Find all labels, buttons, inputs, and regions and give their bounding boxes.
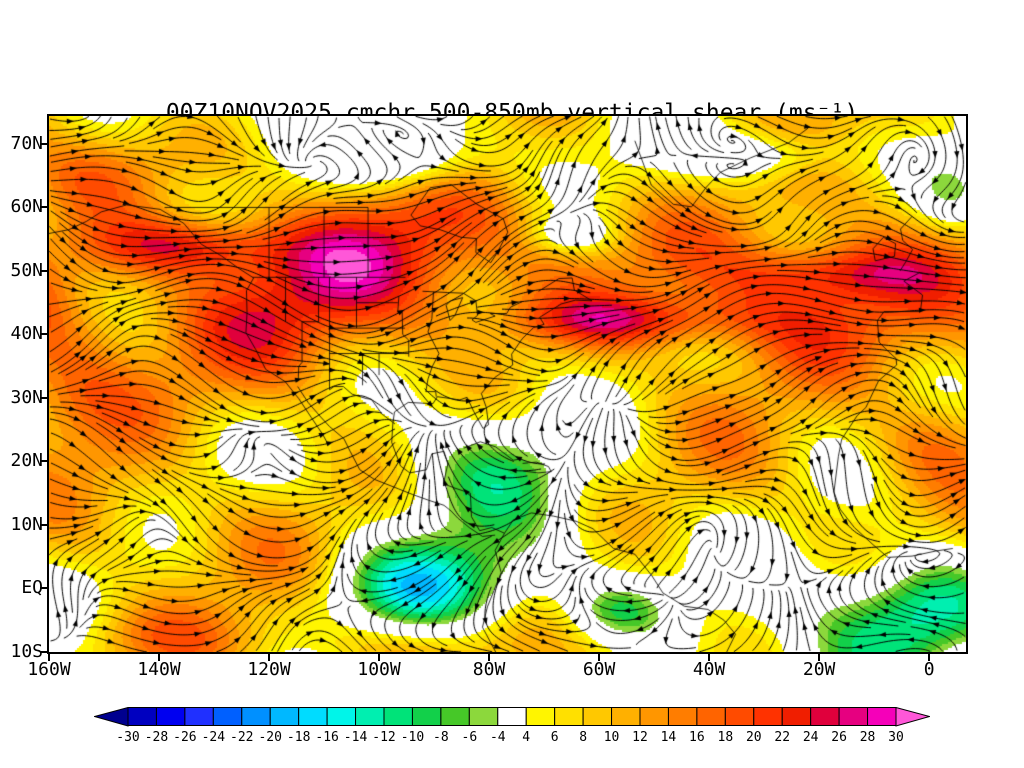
y-axis-tick [40, 460, 47, 463]
colorbar-tick-label: -20 [258, 730, 282, 745]
colorbar-segment [468, 707, 499, 726]
y-axis-tick [40, 651, 47, 653]
colorbar-tick-label: -30 [116, 730, 140, 745]
x-tick-label: 60W [582, 659, 616, 680]
y-axis-tick [40, 396, 47, 399]
x-tick-label: 80W [472, 659, 506, 680]
colorbar-tick-label: 20 [745, 730, 762, 745]
colorbar-right-arrow [895, 706, 932, 727]
colorbar-tick-label: 24 [802, 730, 819, 745]
colorbar-tick-label: 14 [660, 730, 677, 745]
y-axis-tick [40, 269, 47, 272]
colorbar-segment [241, 707, 271, 726]
colorbar-segment [497, 707, 527, 726]
x-axis-tick [48, 654, 50, 661]
colorbar-tick-label: -10 [400, 730, 425, 745]
colorbar-segment [440, 707, 470, 726]
colorbar-tick-label: -4 [489, 730, 506, 745]
y-axis-tick [40, 142, 47, 145]
colorbar-segment [155, 707, 186, 726]
colorbar-segment [724, 707, 755, 726]
x-tick-label: 100W [357, 659, 401, 680]
colorbar-segment [639, 707, 669, 726]
y-tick-label: EQ [21, 577, 43, 599]
y-tick-label: 60N [10, 196, 43, 218]
y-tick-label: 70N [10, 132, 43, 154]
x-tick-label: 20W [802, 659, 836, 680]
colorbar: -30 -28 -26 -24 -22 -20 -18 -16 -14 -12 -10 -8 -6 -4 4… [92, 706, 932, 753]
colorbar-segment [667, 707, 698, 726]
x-tick-label: 160W [27, 659, 71, 680]
colorbar-segment [838, 707, 869, 726]
y-axis-tick [40, 333, 47, 336]
x-axis-tick [818, 654, 821, 661]
colorbar-tick-label: 4 [522, 730, 531, 745]
colorbar-segment [212, 707, 243, 726]
colorbar-segment [781, 707, 812, 726]
x-tick-label: 40W [692, 659, 726, 680]
x-axis-tick [598, 654, 601, 661]
colorbar-segment [326, 707, 357, 726]
x-axis-tick [928, 654, 931, 661]
x-tick-label: 120W [247, 659, 291, 680]
x-tick-label: 140W [137, 659, 181, 680]
colorbar-segment [582, 707, 613, 726]
colorbar-segment [411, 707, 442, 726]
colorbar-tick-label: 22 [774, 730, 791, 745]
map-frame: 70N 60N 50N 40N 30N 20N 10N EQ 10S 160W 140W 120W 1… [10, 114, 968, 680]
colorbar-tick-label: 6 [550, 730, 559, 745]
colorbar-tick-label: 10 [603, 730, 620, 745]
colorbar-tick-label: -6 [461, 730, 478, 745]
colorbar-segment [269, 707, 300, 726]
y-axis-tick [40, 523, 47, 526]
colorbar-segment [355, 707, 385, 726]
x-axis-tick [708, 654, 711, 661]
colorbar-segment [753, 707, 783, 726]
y-tick-label: 20N [10, 450, 43, 472]
colorbar-tick-label: -28 [144, 730, 169, 745]
colorbar-tick-label: -16 [315, 730, 339, 745]
colorbar-segment [525, 707, 556, 726]
colorbar-segment [298, 707, 328, 726]
shear-map-canvas [49, 116, 966, 652]
y-tick-label: 10N [10, 513, 43, 535]
x-axis-tick [268, 654, 271, 661]
y-tick-label: 40N [10, 323, 43, 345]
colorbar-left-arrow [92, 706, 129, 727]
colorbar-segment [184, 707, 214, 726]
colorbar-tick-label: 26 [831, 730, 847, 745]
colorbar-tick-label: 18 [717, 730, 734, 745]
colorbar-tick-label: 30 [888, 730, 904, 745]
y-tick-label: 10S [10, 641, 43, 662]
colorbar-tick-label: -12 [372, 730, 396, 745]
x-axis-tick [488, 654, 491, 661]
colorbar-segment [127, 707, 157, 726]
colorbar-tick-label: -8 [433, 730, 449, 745]
colorbar-tick-label: -18 [286, 730, 311, 745]
x-axis-tick [378, 654, 381, 661]
colorbar-segment [383, 707, 413, 726]
colorbar-segment [867, 707, 897, 726]
y-axis-tick [40, 587, 47, 590]
colorbar-segment [554, 707, 584, 726]
colorbar-tick-label: -26 [173, 730, 197, 745]
colorbar-segment [696, 707, 726, 726]
colorbar-gradient [92, 706, 932, 727]
y-tick-label: 30N [10, 386, 43, 408]
colorbar-tick-label: 8 [579, 730, 588, 745]
colorbar-tick-label: -14 [343, 730, 368, 745]
x-tick-label: 0 [923, 659, 935, 680]
y-axis-tick [40, 206, 47, 209]
colorbar-segment [611, 707, 641, 726]
y-tick-label: 50N [10, 259, 43, 281]
colorbar-tick-label: -22 [230, 730, 254, 745]
colorbar-tick-label: 28 [859, 730, 876, 745]
colorbar-tick-label: -24 [201, 730, 226, 745]
colorbar-tick-label: 16 [689, 730, 705, 745]
colorbar-tick-label: 12 [632, 730, 648, 745]
x-axis-tick [158, 654, 161, 661]
colorbar-segment [810, 707, 840, 726]
